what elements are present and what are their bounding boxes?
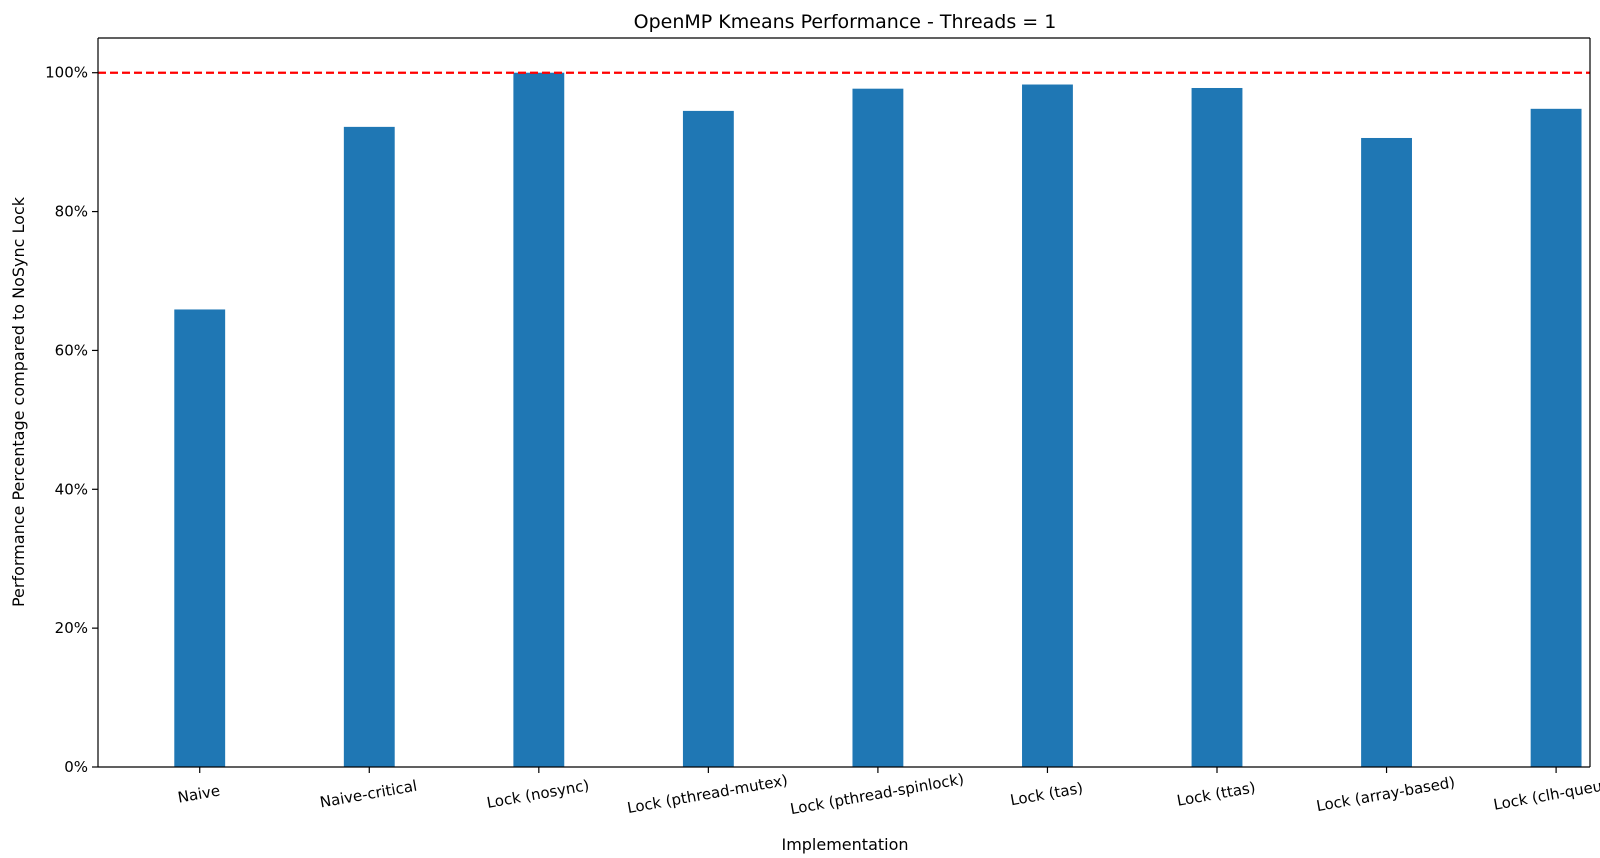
axes-group	[97, 37, 1591, 768]
x-tick-label: Lock (tas)	[1009, 779, 1085, 810]
x-axis-label: Implementation	[781, 835, 908, 854]
bar-3	[682, 110, 734, 767]
x-tick-label: Lock (array-based)	[1315, 773, 1456, 815]
y-tick-label: 100%	[45, 64, 88, 82]
x-tick-label: Naive	[176, 782, 221, 807]
x-tick-label: Lock (nosync)	[485, 776, 590, 812]
y-tick-label: 40%	[55, 480, 88, 498]
y-tick-label: 20%	[55, 619, 88, 637]
bar-0	[174, 309, 226, 767]
bar-4	[852, 88, 904, 767]
y-ticks-group: 0% 20% 40% 60% 80% 100%	[45, 64, 98, 776]
y-axis-label: Performance Percentage compared to NoSyn…	[9, 196, 28, 607]
bar-6	[1191, 87, 1243, 767]
y-tick-label: 0%	[64, 758, 88, 776]
bar-1	[343, 126, 395, 767]
bars-group	[174, 72, 1582, 768]
bar-5	[1022, 84, 1073, 767]
bar-2	[513, 72, 565, 767]
chart-title: OpenMP Kmeans Performance - Threads = 1	[634, 11, 1057, 33]
x-ticks-group: Naive Naive-critical Lock (nosync) Lock (pt…	[176, 767, 1600, 818]
x-tick-label: Lock (ttas)	[1175, 778, 1256, 810]
y-tick-label: 80%	[55, 203, 88, 221]
x-tick-label: Lock (pthread-spinlock)	[789, 770, 966, 818]
y-tick-label: 60%	[55, 341, 88, 359]
x-tick-label: Naive-critical	[318, 777, 418, 812]
bar-7	[1361, 137, 1412, 767]
x-tick-label: Lock (pthread-mutex)	[626, 771, 789, 817]
bar-8	[1530, 108, 1582, 768]
x-tick-label: Lock (clh-queue)	[1492, 774, 1600, 813]
